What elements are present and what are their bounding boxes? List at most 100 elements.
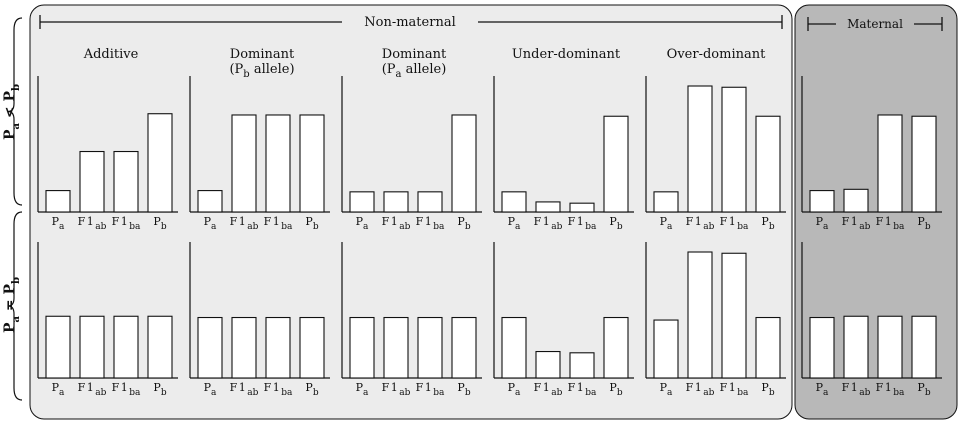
tick-main: P — [761, 381, 769, 394]
tick-label: F1ab — [842, 381, 871, 398]
tick-label: Pb — [153, 381, 166, 398]
tick-subscript: a — [363, 222, 369, 232]
tick-label: Pb — [153, 215, 166, 232]
tick-main: F1 — [230, 215, 248, 228]
title-part: allele) — [250, 62, 295, 77]
tick-label: Pb — [457, 215, 470, 232]
tick-main: P — [816, 215, 824, 228]
bar-Pb — [911, 315, 937, 379]
tick-label: Pb — [917, 381, 930, 398]
tick-main: P — [609, 381, 617, 394]
tick-main: F1 — [112, 215, 130, 228]
tick-main: F1 — [876, 381, 894, 394]
tick-main: F1 — [568, 215, 586, 228]
tick-label: Pb — [305, 381, 318, 398]
tick-main: P — [52, 381, 60, 394]
tick-main: P — [52, 215, 60, 228]
tick-subscript: a — [515, 222, 521, 232]
bar-Pa — [349, 316, 375, 379]
tick-main: F1 — [842, 381, 860, 394]
tick-main: P — [761, 215, 769, 228]
tick-subscript: b — [161, 222, 167, 232]
tick-label: Pa — [660, 215, 673, 232]
column-title: Additive — [83, 47, 139, 62]
tick-label: F1ba — [876, 215, 905, 232]
non-maternal-label: Non-maternal — [364, 15, 455, 30]
row2-label: Pa = Pb — [2, 277, 22, 333]
bar-F1ba — [877, 114, 903, 213]
row1-brace — [7, 17, 23, 206]
row2-brace — [7, 211, 23, 401]
bar-Pb — [451, 316, 477, 379]
tick-main: P — [660, 381, 668, 394]
tick-main: P — [508, 215, 516, 228]
tick-label: Pa — [52, 381, 65, 398]
bar-F1ba — [721, 86, 747, 213]
tick-label: F1ab — [78, 381, 107, 398]
tick-label: Pb — [609, 215, 622, 232]
tick-label: F1ab — [534, 381, 563, 398]
tick-main: P — [153, 215, 161, 228]
tick-label: Pa — [816, 381, 829, 398]
tick-subscript: b — [617, 388, 623, 398]
tick-label: Pb — [609, 381, 622, 398]
tick-main: P — [609, 215, 617, 228]
tick-label: Pa — [204, 215, 217, 232]
tick-label: F1ba — [264, 215, 293, 232]
tick-main: F1 — [842, 215, 860, 228]
tick-label: F1ab — [382, 381, 411, 398]
bar-Pa — [809, 316, 835, 379]
tick-main: F1 — [568, 381, 586, 394]
tick-subscript: b — [313, 388, 319, 398]
label-main: P — [2, 91, 18, 102]
tick-main: F1 — [534, 215, 552, 228]
tick-main: F1 — [382, 381, 400, 394]
bar-F1ba — [877, 315, 903, 379]
column-title: Under-dominant — [512, 47, 621, 62]
tick-main: F1 — [78, 215, 96, 228]
tick-main: P — [356, 381, 364, 394]
tick-main: F1 — [686, 215, 704, 228]
tick-subscript: ba — [129, 222, 141, 232]
tick-label: F1ba — [568, 381, 597, 398]
tick-label: Pa — [660, 381, 673, 398]
tick-main: F1 — [686, 381, 704, 394]
tick-subscript: ba — [737, 222, 749, 232]
bar-F1ba — [721, 252, 747, 379]
bar-Pb — [603, 316, 629, 379]
label-main: P — [2, 284, 18, 295]
bar-F1ba — [417, 316, 443, 379]
tick-subscript: ba — [129, 388, 141, 398]
bar-Pa — [197, 316, 223, 379]
tick-label: F1ba — [876, 381, 905, 398]
tick-subscript: b — [465, 222, 471, 232]
title-subscript: b — [243, 69, 249, 80]
bar-F1ba — [113, 150, 139, 213]
tick-main: F1 — [264, 215, 282, 228]
bar-Pb — [603, 115, 629, 213]
tick-subscript: b — [161, 388, 167, 398]
relation-symbol: < — [2, 102, 18, 123]
bar-Pb — [147, 113, 173, 213]
bar-F1ba — [265, 316, 291, 379]
tick-label: Pa — [356, 215, 369, 232]
tick-subscript: a — [59, 388, 65, 398]
bar-Pb — [755, 316, 781, 379]
tick-main: P — [457, 215, 465, 228]
tick-label: Pb — [917, 215, 930, 232]
tick-label: F1ba — [720, 215, 749, 232]
tick-main: F1 — [382, 215, 400, 228]
bar-F1ab — [79, 315, 105, 379]
bar-Pa — [653, 191, 679, 213]
tick-label: F1ba — [416, 215, 445, 232]
tick-main: P — [305, 381, 313, 394]
tick-main: P — [204, 215, 212, 228]
tick-main: F1 — [112, 381, 130, 394]
tick-subscript: ba — [433, 222, 445, 232]
tick-subscript: a — [59, 222, 65, 232]
tick-subscript: b — [313, 222, 319, 232]
label-main: P — [2, 129, 18, 140]
row1-label: Pa < Pb — [2, 84, 22, 140]
tick-main: P — [356, 215, 364, 228]
tick-label: Pa — [204, 381, 217, 398]
